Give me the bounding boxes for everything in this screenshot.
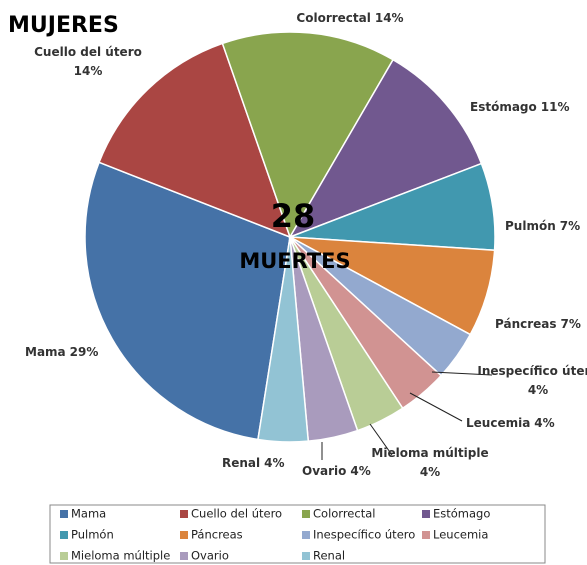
legend-box	[49, 504, 546, 564]
legend-label: Páncreas	[191, 528, 243, 542]
data-label: Pulmón 7%	[505, 219, 580, 233]
chart-title: MUJERES	[8, 13, 119, 38]
label-value: 14%	[375, 11, 404, 25]
label-value: 7%	[560, 219, 580, 233]
legend-label: Pulmón	[71, 528, 114, 542]
label-value: 4%	[420, 465, 440, 479]
label-category: Ovario	[302, 464, 346, 478]
center-label: MUERTES	[239, 249, 350, 273]
data-label: Ovario 4%	[302, 464, 371, 478]
label-value: 7%	[561, 317, 581, 331]
label-value: 29%	[70, 345, 99, 359]
label-value: 11%	[541, 100, 570, 114]
label-category: Mama	[25, 345, 66, 359]
label-value: 4%	[534, 416, 554, 430]
label-value: 4%	[350, 464, 370, 478]
legend-label: Inespecífico útero	[313, 528, 415, 542]
legend-swatch	[302, 552, 310, 560]
data-label: Cuello del útero 14%	[34, 45, 142, 78]
data-label: Renal 4%	[222, 456, 285, 470]
label-category: Leucemia	[466, 416, 530, 430]
data-label: Páncreas 7%	[495, 317, 581, 331]
legend-swatch	[60, 531, 68, 539]
data-label: Inespecífico útero 4%	[477, 364, 587, 397]
legend-swatch	[180, 510, 188, 518]
legend-swatch	[60, 510, 68, 518]
legend-label: Cuello del útero	[191, 507, 282, 521]
legend-label: Leucemia	[433, 528, 488, 542]
label-category: Cuello del útero	[34, 45, 142, 59]
label-value: 14%	[74, 64, 103, 78]
label-category: Colorrectal	[296, 11, 370, 25]
pie-slice	[221, 31, 395, 239]
label-category: Renal	[222, 456, 260, 470]
legend-label: Colorrectal	[313, 507, 375, 521]
pie-slice	[98, 42, 292, 239]
legend-label: Mama	[71, 507, 106, 521]
legend-label: Estómago	[433, 507, 490, 521]
legend-swatch	[180, 552, 188, 560]
legend-label: Mieloma múltiple	[71, 549, 170, 563]
pie-slice	[84, 161, 291, 441]
leader-line	[369, 423, 393, 456]
legend-swatch	[302, 510, 310, 518]
label-value: 4%	[528, 383, 548, 397]
label-value: 4%	[264, 456, 284, 470]
legend-label: Renal	[313, 549, 345, 563]
label-category: Inespecífico útero	[477, 364, 587, 378]
legend-swatch	[422, 531, 430, 539]
legend-label: Ovario	[191, 549, 229, 563]
data-label: Colorrectal 14%	[296, 11, 403, 25]
data-label: Mama 29%	[25, 345, 98, 359]
legend-swatch	[302, 531, 310, 539]
legend-swatch	[422, 510, 430, 518]
data-label: Leucemia 4%	[466, 416, 555, 430]
center-value: 28	[271, 197, 316, 235]
legend-swatch	[180, 531, 188, 539]
label-category: Páncreas	[495, 317, 557, 331]
label-category: Mieloma múltiple	[371, 446, 488, 460]
leader-line	[409, 392, 463, 422]
data-label: Estómago 11%	[470, 100, 570, 114]
pie-slice	[288, 58, 483, 239]
pie-slice	[257, 236, 310, 443]
label-category: Pulmón	[505, 219, 556, 233]
data-label: Mieloma múltiple 4%	[371, 446, 488, 479]
leader-line	[431, 371, 493, 376]
label-category: Estómago	[470, 100, 537, 114]
legend-swatch	[60, 552, 68, 560]
